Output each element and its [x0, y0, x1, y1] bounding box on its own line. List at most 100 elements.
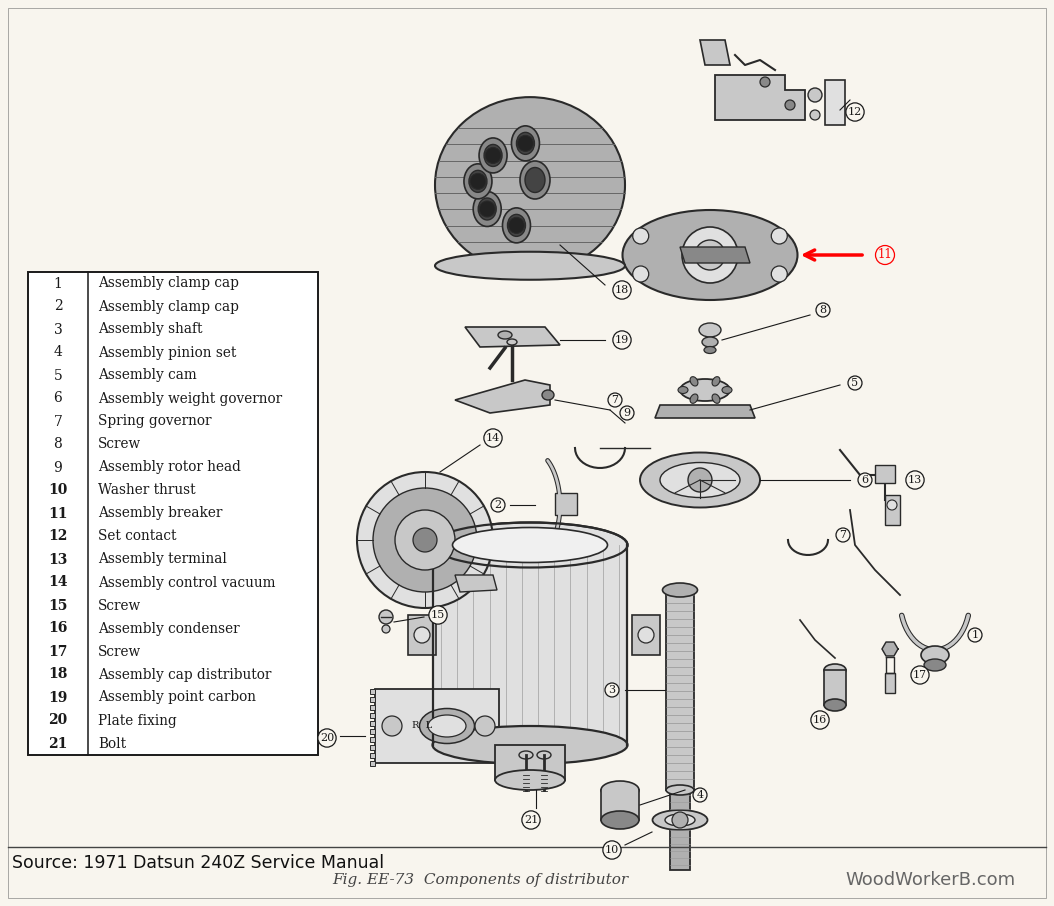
Ellipse shape: [473, 191, 502, 226]
Circle shape: [475, 716, 495, 736]
Circle shape: [518, 135, 533, 151]
Text: Source: 1971 Datsun 240Z Service Manual: Source: 1971 Datsun 240Z Service Manual: [12, 854, 384, 872]
Ellipse shape: [497, 331, 512, 339]
Text: Assembly clamp cap: Assembly clamp cap: [98, 300, 239, 313]
Ellipse shape: [824, 664, 846, 676]
Text: 19: 19: [614, 335, 629, 345]
Text: 9: 9: [54, 460, 62, 475]
Circle shape: [632, 266, 648, 282]
Bar: [885, 495, 900, 525]
Ellipse shape: [452, 527, 607, 563]
Bar: [875, 465, 895, 483]
Ellipse shape: [824, 699, 846, 711]
Text: 20: 20: [319, 733, 334, 743]
Ellipse shape: [665, 814, 695, 826]
Bar: [370, 697, 375, 702]
Circle shape: [672, 812, 688, 828]
Bar: [825, 80, 845, 125]
Circle shape: [887, 500, 897, 510]
Bar: [370, 729, 375, 734]
Text: 7: 7: [54, 415, 62, 429]
Text: WoodWorkerB.com: WoodWorkerB.com: [845, 871, 1015, 889]
Text: Assembly condenser: Assembly condenser: [98, 622, 239, 635]
Bar: [28, 272, 318, 755]
Ellipse shape: [520, 161, 550, 199]
Polygon shape: [700, 40, 730, 65]
Text: 15: 15: [48, 599, 67, 612]
Circle shape: [811, 110, 820, 120]
Bar: [885, 673, 895, 693]
Bar: [370, 737, 375, 742]
Ellipse shape: [525, 168, 545, 192]
Ellipse shape: [623, 210, 798, 300]
Ellipse shape: [690, 377, 698, 386]
Circle shape: [485, 148, 501, 163]
Text: 13: 13: [907, 475, 922, 485]
Circle shape: [508, 217, 525, 234]
Ellipse shape: [542, 390, 554, 400]
Text: 4: 4: [697, 790, 704, 800]
Circle shape: [382, 716, 402, 736]
Circle shape: [785, 100, 795, 110]
Ellipse shape: [640, 452, 760, 507]
Text: 15: 15: [431, 610, 445, 620]
Ellipse shape: [519, 751, 533, 759]
Ellipse shape: [495, 770, 565, 790]
Text: 17: 17: [48, 644, 67, 659]
Ellipse shape: [516, 132, 534, 154]
Text: Assembly rotor head: Assembly rotor head: [98, 460, 241, 475]
Text: 14: 14: [48, 575, 67, 590]
Ellipse shape: [507, 339, 518, 345]
Ellipse shape: [601, 781, 639, 799]
Text: Set contact: Set contact: [98, 529, 176, 544]
Text: Assembly terminal: Assembly terminal: [98, 553, 227, 566]
Text: Assembly clamp cap: Assembly clamp cap: [98, 276, 239, 291]
Ellipse shape: [511, 126, 540, 161]
Ellipse shape: [663, 583, 698, 597]
Text: 18: 18: [48, 668, 67, 681]
Circle shape: [695, 240, 725, 270]
Text: 6: 6: [861, 475, 868, 485]
Text: 1: 1: [54, 276, 62, 291]
Polygon shape: [882, 642, 898, 656]
Bar: [370, 761, 375, 766]
Ellipse shape: [722, 387, 731, 393]
Text: 12: 12: [48, 529, 67, 544]
Text: 10: 10: [605, 845, 619, 855]
Text: Assembly control vacuum: Assembly control vacuum: [98, 575, 275, 590]
Circle shape: [688, 468, 713, 492]
Text: 16: 16: [813, 715, 827, 725]
Text: 1: 1: [972, 630, 978, 640]
Text: 3: 3: [608, 685, 616, 695]
Circle shape: [480, 201, 495, 217]
Bar: [601, 790, 639, 820]
Text: Plate fixing: Plate fixing: [98, 714, 177, 728]
Text: Fig. EE-73  Components of distributor: Fig. EE-73 Components of distributor: [332, 873, 628, 887]
Text: 13: 13: [48, 553, 67, 566]
Circle shape: [382, 625, 390, 633]
Ellipse shape: [419, 708, 474, 744]
Text: 8: 8: [54, 438, 62, 451]
Text: Assembly weight governor: Assembly weight governor: [98, 391, 282, 406]
Ellipse shape: [435, 252, 625, 280]
Text: Assembly cam: Assembly cam: [98, 369, 197, 382]
Ellipse shape: [601, 811, 639, 829]
Polygon shape: [655, 405, 755, 418]
Text: 4: 4: [54, 345, 62, 360]
Text: 20: 20: [48, 714, 67, 728]
Text: Assembly point carbon: Assembly point carbon: [98, 690, 256, 705]
Text: Screw: Screw: [98, 644, 141, 659]
Text: Screw: Screw: [98, 599, 141, 612]
Text: 14: 14: [486, 433, 501, 443]
Text: 7: 7: [839, 530, 846, 540]
Polygon shape: [715, 75, 805, 120]
Polygon shape: [465, 327, 560, 347]
Bar: [666, 590, 694, 790]
Bar: [370, 689, 375, 694]
Text: Bolt: Bolt: [98, 737, 126, 750]
Text: 19: 19: [48, 690, 67, 705]
Circle shape: [808, 88, 822, 102]
Ellipse shape: [713, 377, 720, 386]
Text: 10: 10: [48, 484, 67, 497]
Bar: [370, 721, 375, 726]
